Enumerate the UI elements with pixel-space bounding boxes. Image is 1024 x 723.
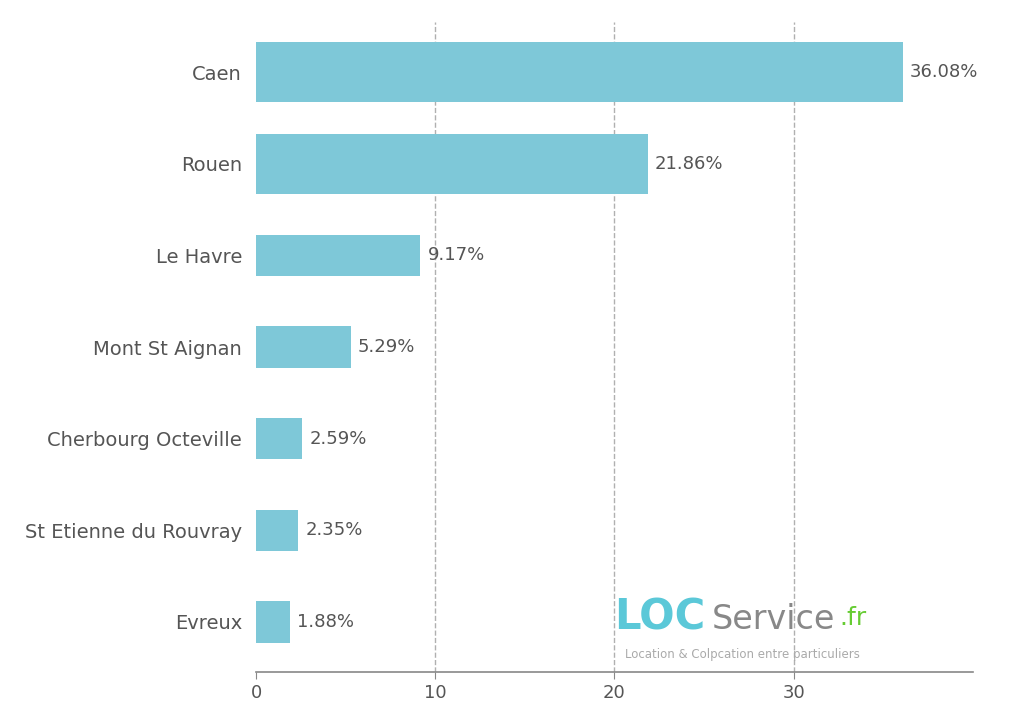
- Bar: [256, 43, 902, 102]
- Text: 5.29%: 5.29%: [358, 338, 416, 356]
- Text: Service: Service: [712, 603, 835, 636]
- Bar: [256, 510, 298, 551]
- Bar: [256, 418, 302, 459]
- Text: 2.59%: 2.59%: [309, 429, 367, 448]
- Text: Location & Colpcation entre particuliers: Location & Colpcation entre particuliers: [625, 648, 859, 661]
- Bar: [256, 326, 351, 368]
- Bar: [256, 235, 420, 276]
- Text: 36.08%: 36.08%: [909, 63, 978, 81]
- Text: 2.35%: 2.35%: [305, 521, 362, 539]
- Text: 1.88%: 1.88%: [297, 613, 354, 631]
- Text: .fr: .fr: [840, 607, 867, 630]
- Text: 21.86%: 21.86%: [655, 155, 723, 173]
- Text: LOC: LOC: [614, 596, 706, 638]
- Bar: [256, 134, 648, 194]
- Text: 9.17%: 9.17%: [427, 247, 484, 265]
- Bar: [256, 602, 290, 643]
